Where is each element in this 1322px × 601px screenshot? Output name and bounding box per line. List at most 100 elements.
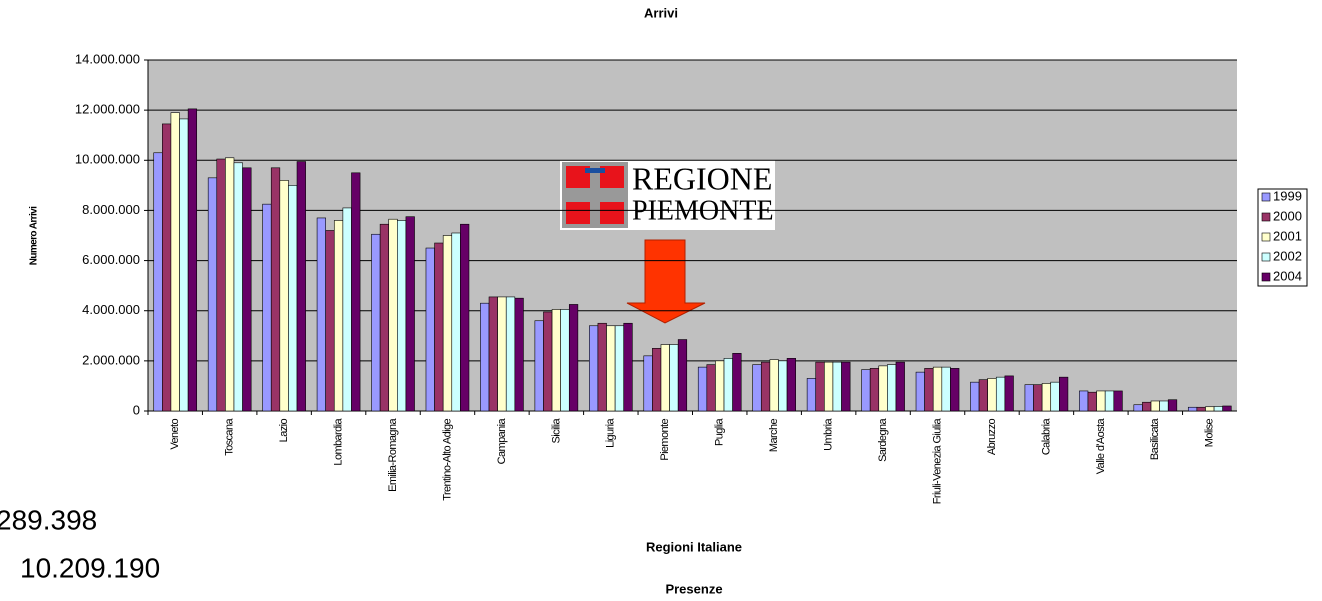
bar xyxy=(887,364,897,412)
bar xyxy=(861,369,871,412)
bar xyxy=(568,304,579,412)
y-tick-label: 10.000.000 xyxy=(75,152,140,167)
x-tick-label: Valle d'Aosta xyxy=(1095,418,1107,475)
bar xyxy=(606,325,616,412)
bar xyxy=(652,348,662,412)
bar xyxy=(170,112,180,412)
x-tick-label: Marche xyxy=(768,419,780,453)
legend-swatch xyxy=(1261,272,1271,282)
bar xyxy=(987,378,997,412)
bar xyxy=(1196,406,1206,412)
bar xyxy=(333,220,344,412)
bar xyxy=(832,361,842,412)
bar xyxy=(379,223,390,412)
logo: REGIONE PIEMONTE xyxy=(560,160,775,230)
bar xyxy=(480,302,490,412)
bar xyxy=(1167,399,1178,412)
logo-square xyxy=(566,166,590,188)
bar xyxy=(1041,383,1052,412)
bar xyxy=(488,296,498,412)
bar xyxy=(1150,400,1160,412)
x-tick-label: Sicilia xyxy=(550,418,562,444)
bar xyxy=(815,361,825,412)
y-tick-label: 14.000.000 xyxy=(75,51,140,66)
bar xyxy=(207,177,218,412)
x-tick-label: Liguria xyxy=(605,418,617,448)
x-tick-label: Toscana xyxy=(224,418,236,456)
bar xyxy=(1133,404,1143,412)
x-tick-label: Umbria xyxy=(823,418,835,451)
bar xyxy=(371,233,381,412)
bar xyxy=(597,322,607,412)
bar xyxy=(1113,390,1123,412)
bar xyxy=(288,185,298,412)
bar xyxy=(995,376,1006,412)
x-tick-label: Sardegna xyxy=(877,418,889,462)
bar xyxy=(405,216,415,412)
bar xyxy=(233,162,243,412)
bar xyxy=(1205,406,1215,412)
bar xyxy=(1004,375,1014,412)
bar xyxy=(660,344,670,412)
bar xyxy=(388,218,398,412)
bar xyxy=(551,309,561,412)
y-tick-label: 8.000.000 xyxy=(82,202,140,217)
bar xyxy=(153,152,163,412)
bar xyxy=(425,247,435,412)
annotation: Presenze xyxy=(665,581,722,596)
legend-swatch xyxy=(1261,192,1271,202)
bar xyxy=(941,366,951,412)
y-tick-label: 6.000.000 xyxy=(82,252,140,267)
bar xyxy=(1059,376,1069,412)
bar xyxy=(950,368,960,412)
bar xyxy=(560,309,570,412)
bar xyxy=(978,379,988,412)
bar xyxy=(924,368,934,412)
bar xyxy=(895,361,905,412)
x-tick-label: Campania xyxy=(496,418,508,465)
bar xyxy=(778,360,788,412)
x-tick-label: Puglia xyxy=(714,418,726,446)
x-tick-label: Calabria xyxy=(1040,418,1052,456)
bar xyxy=(915,371,925,412)
legend-label: 2000 xyxy=(1273,208,1302,223)
y-tick-label: 4.000.000 xyxy=(82,302,140,317)
bar xyxy=(824,361,834,412)
x-tick-label: Veneto xyxy=(169,419,181,450)
bar xyxy=(1187,406,1198,412)
x-tick-label: Trentino-Alto Adige xyxy=(441,419,453,501)
bar xyxy=(697,366,708,412)
bar xyxy=(451,232,461,412)
x-tick-label: Abruzzo xyxy=(986,419,998,456)
bar xyxy=(589,325,599,412)
bar xyxy=(614,325,625,412)
bar xyxy=(1142,401,1152,412)
bar xyxy=(677,339,688,412)
chart-title: Arrivi xyxy=(644,5,678,20)
bar xyxy=(543,311,553,412)
legend-label: 1999 xyxy=(1273,188,1302,203)
bar xyxy=(932,366,943,412)
bar xyxy=(760,361,771,412)
bar xyxy=(752,364,762,412)
legend-label: 2002 xyxy=(1273,248,1302,263)
x-tick-label: Emilia-Romagna xyxy=(387,418,399,492)
x-tick-label: Friuli-Venezia Giulia xyxy=(931,418,943,505)
bar xyxy=(342,207,352,412)
bar xyxy=(806,378,817,412)
bar xyxy=(242,167,252,412)
bar xyxy=(1024,384,1034,412)
bar xyxy=(497,296,507,412)
logo-text: REGIONE xyxy=(632,160,772,196)
bar xyxy=(1159,400,1169,412)
bar xyxy=(514,297,524,412)
bar xyxy=(769,359,779,412)
bar xyxy=(1033,384,1043,412)
bar xyxy=(442,235,453,412)
bar xyxy=(216,158,226,412)
bar xyxy=(1213,406,1223,412)
x-tick-label: Basilicata xyxy=(1149,418,1161,461)
bar xyxy=(351,172,361,412)
bar xyxy=(723,358,733,412)
